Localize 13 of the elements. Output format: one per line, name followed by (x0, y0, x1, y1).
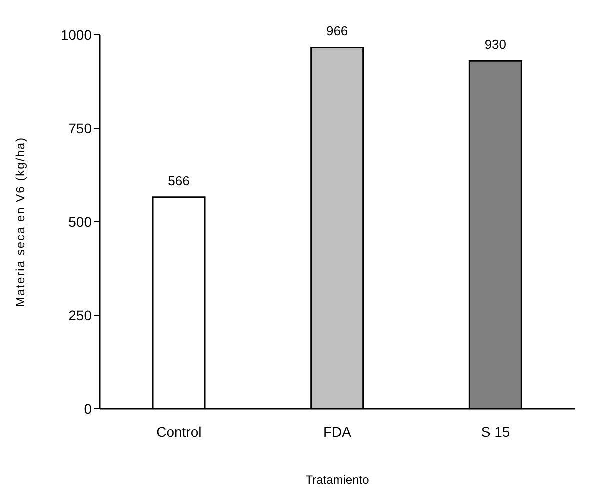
data-label: 930 (484, 37, 507, 52)
x-tick-label: Control (156, 424, 202, 440)
y-tick-label: 1000 (60, 26, 92, 43)
y-tick-label: 750 (68, 120, 92, 136)
x-tick-label: S 15 (481, 424, 510, 440)
data-label: 566 (168, 173, 190, 188)
data-label: 966 (326, 24, 348, 39)
x-tick-label: FDA (324, 424, 352, 440)
x-axis-title: Tratamiento (306, 473, 370, 487)
y-tick-label: 0 (84, 400, 92, 417)
y-tick-label: 500 (68, 214, 92, 230)
y-tick-label: 250 (68, 307, 92, 324)
y-axis-title: Materia seca en V6 (kg/ha) (13, 136, 28, 308)
